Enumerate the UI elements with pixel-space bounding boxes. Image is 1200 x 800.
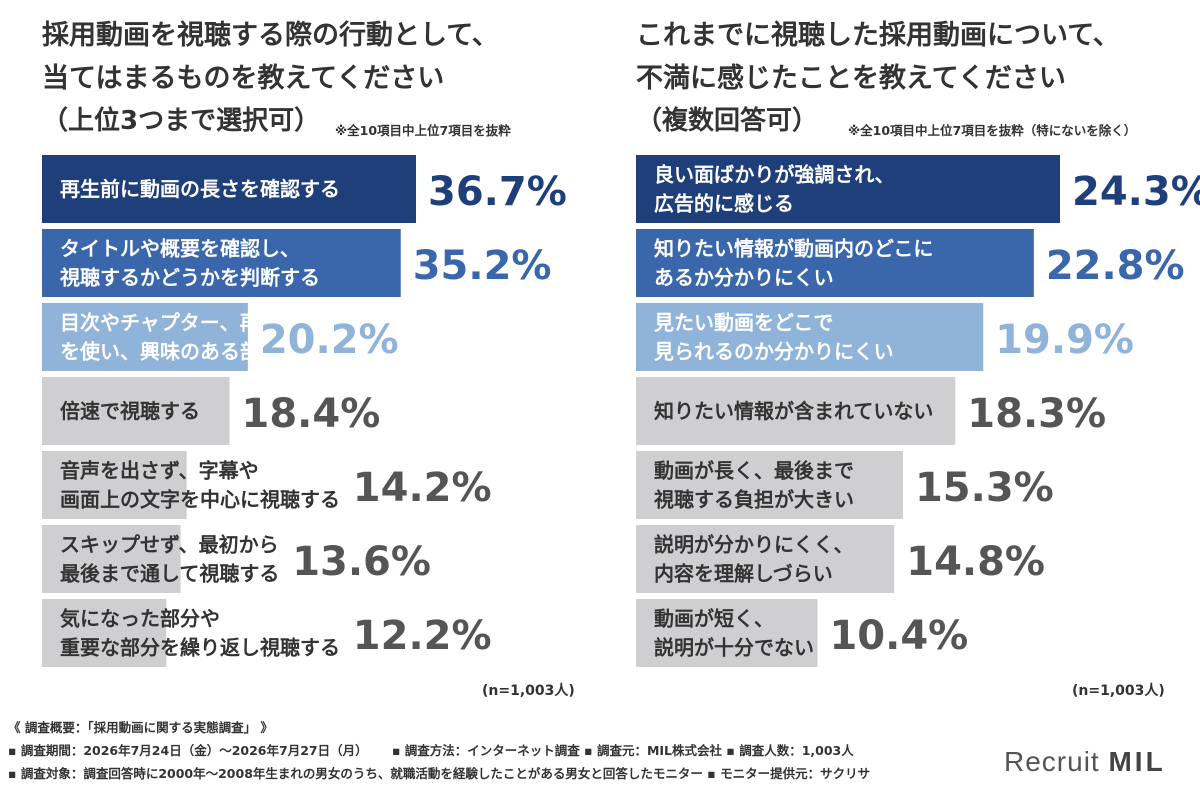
left-bar-1-label-line-1: 再生前に動画の長さを確認する bbox=[60, 177, 340, 201]
right-note: ※全10項目中上位7項目を抜粋（特にないを除く） bbox=[848, 123, 1137, 138]
right-bar-2-label-line-2: あるか分かりにくい bbox=[654, 266, 834, 290]
right-bar-1-label-line-1: 良い面ばかりが強調され、 bbox=[654, 163, 895, 187]
left-bar-5-label-line-2: 画面上の文字を中心に視聴する bbox=[60, 488, 340, 512]
right-bar-1-value-label: 24.3% bbox=[1072, 169, 1200, 215]
left-chart-panel: 採用動画を視聴する際の行動として、 当てはまるものを教えてください （上位3つま… bbox=[42, 0, 602, 720]
left-bar-6-label-line-1: スキップせず、最初から bbox=[60, 533, 279, 557]
right-bar-2-label-line-1: 知りたい情報が動画内のどこに bbox=[654, 237, 933, 261]
footer-source: ▪ 調査元：MIL株式会社 bbox=[584, 743, 723, 758]
left-bar-7 bbox=[42, 599, 167, 667]
left-bar-7-label-line-1: 気になった部分や bbox=[60, 607, 220, 631]
left-bar-3-value-label: 20.2% bbox=[260, 317, 399, 363]
right-bar-5-value-label: 15.3% bbox=[915, 465, 1054, 511]
left-bar-5-label-line-1: 音声を出さず、字幕や bbox=[60, 459, 259, 483]
left-title-line-2: 当てはまるものを教えてください bbox=[42, 63, 445, 94]
left-subtitle: （上位3つまで選択可） bbox=[42, 106, 321, 136]
right-bar-2 bbox=[636, 229, 1034, 297]
left-bar-2-value-label: 35.2% bbox=[413, 243, 552, 289]
left-sample-size: (n=1,003人) bbox=[482, 683, 575, 699]
footer-overview: 《 調査概要：「採用動画に関する実態調査」 》 bbox=[8, 720, 273, 735]
right-sample-size: (n=1,003人) bbox=[1072, 683, 1165, 699]
right-bar-7 bbox=[636, 599, 818, 667]
right-title-line-2: 不満に感じたことを教えてください bbox=[636, 63, 1066, 94]
right-bar-4-value-label: 18.3% bbox=[967, 391, 1106, 437]
footer-method: ▪ 調査方法：インターネット調査 bbox=[391, 743, 580, 758]
left-bar-4-label-line-1: 倍速で視聴する bbox=[60, 399, 200, 423]
right-bar-5-label-line-2: 視聴する負担が大きい bbox=[653, 488, 854, 512]
left-note: ※全10項目中上位7項目を抜粋 bbox=[335, 123, 511, 138]
survey-footer: 《 調査概要：「採用動画に関する実態調査」 》 ▪ 調査期間：2026年7月24… bbox=[8, 716, 1198, 785]
left-bar-5 bbox=[42, 451, 187, 519]
right-bar-7-label-line-1: 動画が短く、 bbox=[654, 607, 774, 631]
right-bar-5 bbox=[636, 451, 903, 519]
footer-line-2: ▪ 調査期間：2026年7月24日（金）～2026年7月27日（月） ▪ 調査方… bbox=[8, 739, 1198, 762]
left-bar-6-value-label: 13.6% bbox=[292, 539, 431, 585]
right-bar-4-label-line-1: 知りたい情報が含まれていない bbox=[654, 399, 933, 423]
left-bar-2-label-line-1: タイトルや概要を確認し、 bbox=[60, 237, 300, 261]
right-chart-title: これまでに視聴した採用動画について、 不満に感じたことを教えてください （複数回… bbox=[636, 14, 1120, 143]
right-bar-chart: 良い面ばかりが強調され、広告的に感じる 24.3% 知りたい情報が動画内のどこにある… bbox=[636, 155, 1200, 667]
right-bar-6-label-line-2: 内容を理解しづらい bbox=[654, 562, 833, 586]
right-bar-3 bbox=[636, 303, 984, 371]
left-bar-4-value-label: 18.4% bbox=[242, 391, 381, 437]
right-subtitle: （複数回答可） bbox=[636, 106, 819, 136]
left-bar-3-label-line-2: を使い、興味のある部分だけ視聴する bbox=[60, 340, 400, 364]
left-title-line-1: 採用動画を視聴する際の行動として、 bbox=[42, 20, 499, 51]
left-bar-1-value-label: 36.7% bbox=[428, 169, 567, 215]
right-bar-3-label-line-1: 見たい動画をどこで bbox=[654, 311, 833, 335]
left-bar-chart: 再生前に動画の長さを確認する 36.7% タイトルや概要を確認し、視聴するかどうかを… bbox=[42, 155, 567, 667]
footer-count: ▪ 調査人数：1,003人 bbox=[726, 743, 854, 758]
right-bar-6-label-line-1: 説明が分かりにくく、 bbox=[654, 533, 854, 557]
logo-text-mil: MIL bbox=[1108, 746, 1166, 777]
right-bar-7-label-line-2: 説明が十分でない bbox=[654, 636, 814, 660]
footer-period: ▪ 調査期間：2026年7月24日（金）～2026年7月27日（月） bbox=[8, 743, 368, 758]
left-bar-6 bbox=[42, 525, 181, 593]
right-chart-panel: これまでに視聴した採用動画について、 不満に感じたことを教えてください （複数回… bbox=[636, 0, 1200, 720]
left-bar-2-label-line-2: 視聴するかどうかを判断する bbox=[59, 266, 320, 290]
right-bar-2-value-label: 22.8% bbox=[1046, 243, 1185, 289]
left-bar-2 bbox=[42, 229, 401, 297]
left-bar-1 bbox=[42, 155, 416, 223]
left-chart-title: 採用動画を視聴する際の行動として、 当てはまるものを教えてください （上位3つま… bbox=[42, 14, 499, 143]
footer-line-3: ▪ 調査対象：調査回答時に2000年～2008年生まれの男女のうち、就職活動を経… bbox=[8, 762, 1198, 785]
recruit-mil-logo: Recruit MIL bbox=[1004, 746, 1166, 778]
right-bar-3-value-label: 19.9% bbox=[995, 317, 1134, 363]
right-bar-1 bbox=[636, 155, 1060, 223]
logo-text-recruit: Recruit bbox=[1004, 746, 1100, 777]
left-bar-3-label-line-1: 目次やチャプター、再生位置の移動など bbox=[60, 311, 420, 335]
left-bar-6-label-line-2: 最後まで通して視聴する bbox=[60, 562, 279, 586]
footer-provider: ▪ モニター提供元：サクリサ bbox=[707, 766, 871, 781]
left-bar-4 bbox=[42, 377, 230, 445]
left-bar-7-value-label: 12.2% bbox=[353, 613, 492, 659]
left-bar-5-value-label: 14.2% bbox=[353, 465, 492, 511]
right-bar-6-value-label: 14.8% bbox=[906, 539, 1045, 585]
right-bar-5-label-line-1: 動画が長く、最後まで bbox=[654, 459, 854, 483]
right-bar-4 bbox=[636, 377, 956, 445]
right-bar-3-label-line-2: 見られるのか分かりにくい bbox=[654, 340, 894, 364]
right-bar-6 bbox=[636, 525, 895, 593]
left-bar-3 bbox=[42, 303, 248, 371]
right-bar-1-label-line-2: 広告的に感じる bbox=[654, 192, 794, 216]
left-bar-7-label-line-2: 重要な部分を繰り返し視聴する bbox=[60, 636, 340, 660]
right-bar-7-value-label: 10.4% bbox=[829, 613, 968, 659]
footer-target: ▪ 調査対象：調査回答時に2000年～2008年生まれの男女のうち、就職活動を経… bbox=[8, 766, 703, 781]
right-title-line-1: これまでに視聴した採用動画について、 bbox=[636, 20, 1120, 51]
